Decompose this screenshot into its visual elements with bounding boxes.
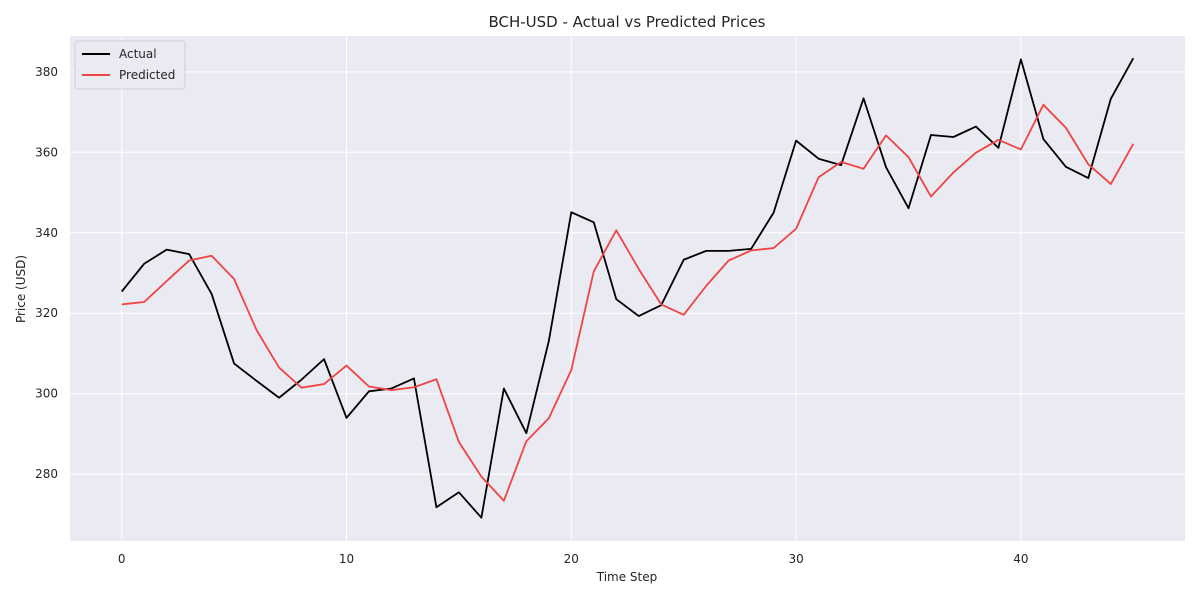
x-tick-label: 10 [339, 552, 354, 566]
x-tick-label: 30 [788, 552, 803, 566]
x-tick-label: 20 [564, 552, 579, 566]
x-tick-label: 0 [118, 552, 126, 566]
chart-title: BCH-USD - Actual vs Predicted Prices [488, 13, 765, 31]
plot-area [70, 36, 1185, 541]
y-tick-label: 280 [35, 467, 58, 481]
legend-label-actual: Actual [119, 47, 157, 61]
y-axis-label: Price (USD) [14, 255, 28, 323]
grid-lines [70, 36, 1185, 541]
x-tick-label: 40 [1013, 552, 1028, 566]
y-tick-label: 300 [35, 387, 58, 401]
y-tick-label: 380 [35, 65, 58, 79]
series-line-predicted [121, 103, 1135, 502]
tick-labels: 0 10 20 30 40 280 300 320 340 360 380 [35, 65, 1028, 566]
legend: Actual Predicted [74, 40, 186, 90]
y-tick-label: 320 [35, 306, 58, 320]
y-tick-label: 340 [35, 226, 58, 240]
legend-label-predicted: Predicted [119, 68, 175, 82]
series-lines [121, 57, 1135, 519]
series-line-actual [121, 57, 1135, 519]
y-tick-label: 360 [35, 145, 58, 159]
x-axis-label: Time Step [596, 570, 658, 584]
